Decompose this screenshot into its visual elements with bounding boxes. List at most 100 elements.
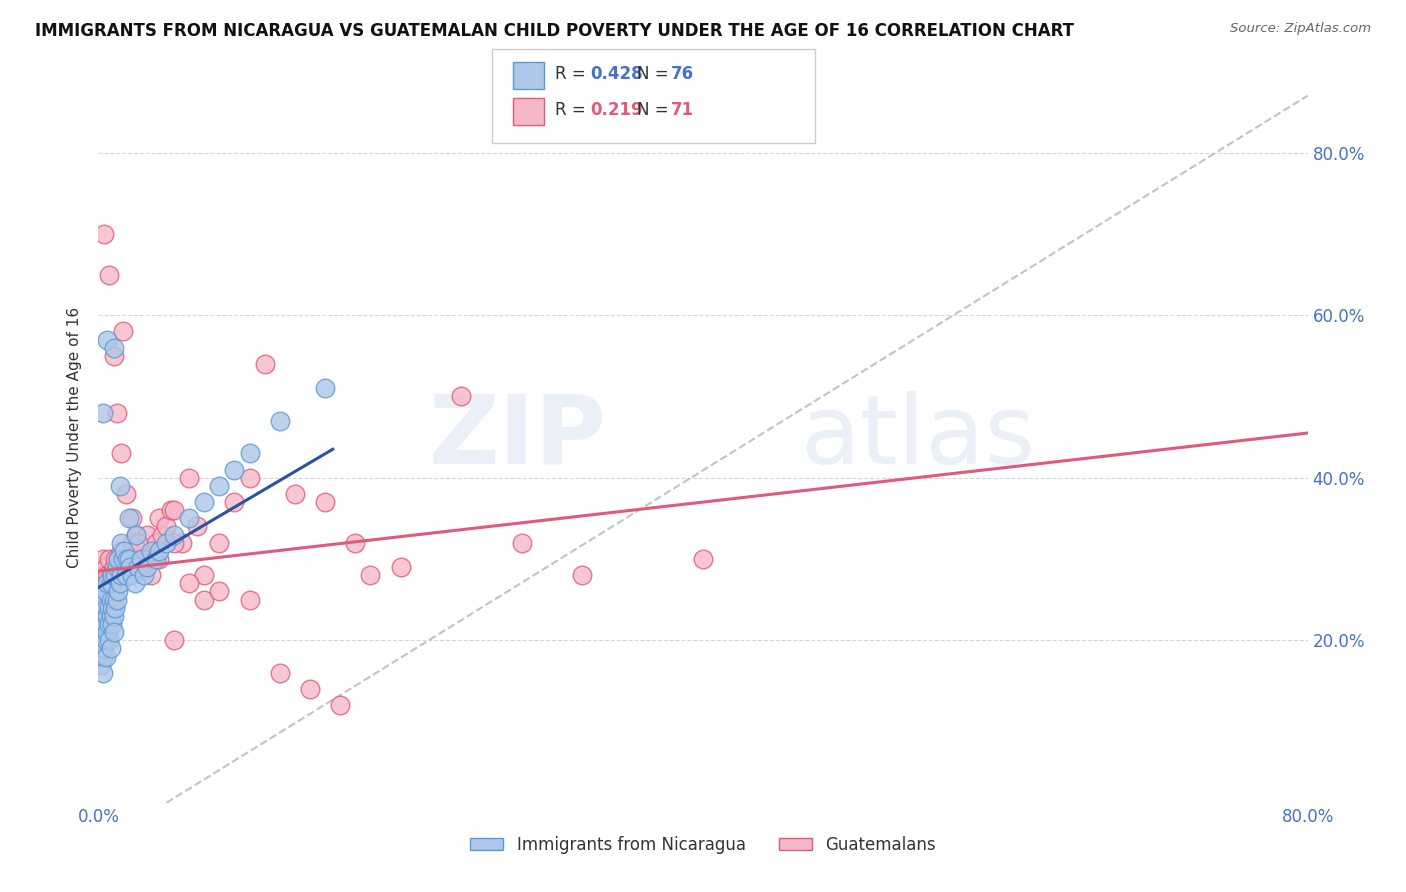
Point	[121, 535, 143, 549]
Point	[98, 617, 121, 632]
Point	[571, 568, 593, 582]
Point	[118, 511, 141, 525]
Point	[118, 568, 141, 582]
Point	[90, 568, 112, 582]
Point	[135, 527, 157, 541]
Point	[111, 552, 134, 566]
Text: Source: ZipAtlas.com: Source: ZipAtlas.com	[1230, 22, 1371, 36]
Point	[96, 625, 118, 640]
Point	[148, 552, 170, 566]
Point	[108, 576, 131, 591]
Point	[155, 519, 177, 533]
Point	[90, 625, 112, 640]
Point	[100, 568, 122, 582]
Point	[94, 576, 117, 591]
Point	[107, 584, 129, 599]
Point	[115, 552, 138, 566]
Point	[110, 446, 132, 460]
Point	[100, 592, 122, 607]
Text: 0.219: 0.219	[591, 101, 643, 119]
Point	[510, 535, 533, 549]
Point	[100, 608, 122, 623]
Point	[284, 487, 307, 501]
Point	[93, 227, 115, 241]
Point	[108, 576, 131, 591]
Text: N =: N =	[637, 101, 673, 119]
Point	[103, 349, 125, 363]
Point	[128, 560, 150, 574]
Point	[141, 568, 163, 582]
Point	[208, 535, 231, 549]
Point	[94, 560, 117, 574]
Point	[224, 462, 246, 476]
Point	[105, 568, 128, 582]
Point	[93, 592, 115, 607]
Point	[239, 471, 262, 485]
Point	[93, 641, 115, 656]
Point	[141, 544, 163, 558]
Point	[163, 535, 186, 549]
Point	[208, 584, 231, 599]
Point	[89, 633, 111, 648]
Point	[148, 511, 170, 525]
Point	[91, 552, 114, 566]
Point	[101, 617, 124, 632]
Point	[101, 600, 124, 615]
Point	[163, 503, 186, 517]
Point	[103, 625, 125, 640]
Legend: Immigrants from Nicaragua, Guatemalans: Immigrants from Nicaragua, Guatemalans	[463, 829, 943, 860]
Point	[93, 625, 115, 640]
Point	[112, 544, 135, 558]
Point	[125, 527, 148, 541]
Point	[344, 535, 367, 549]
Point	[155, 535, 177, 549]
Point	[89, 649, 111, 664]
Point	[239, 446, 262, 460]
Point	[329, 698, 352, 713]
Point	[94, 633, 117, 648]
Point	[91, 633, 114, 648]
Point	[110, 568, 132, 582]
Point	[104, 600, 127, 615]
Point	[141, 552, 163, 566]
Point	[124, 576, 146, 591]
Point	[110, 544, 132, 558]
Point	[96, 333, 118, 347]
Point	[100, 576, 122, 591]
Point	[160, 503, 183, 517]
Text: IMMIGRANTS FROM NICARAGUA VS GUATEMALAN CHILD POVERTY UNDER THE AGE OF 16 CORREL: IMMIGRANTS FROM NICARAGUA VS GUATEMALAN …	[35, 22, 1074, 40]
Point	[114, 552, 136, 566]
Point	[299, 681, 322, 696]
Point	[98, 268, 121, 282]
Point	[101, 568, 124, 582]
Point	[103, 576, 125, 591]
Point	[91, 665, 114, 680]
Point	[118, 552, 141, 566]
Point	[98, 600, 121, 615]
Point	[105, 560, 128, 574]
Point	[125, 527, 148, 541]
Point	[114, 568, 136, 582]
Point	[163, 527, 186, 541]
Point	[108, 479, 131, 493]
Point	[103, 608, 125, 623]
Point	[127, 535, 149, 549]
Point	[360, 568, 382, 582]
Point	[103, 341, 125, 355]
Point	[100, 641, 122, 656]
Y-axis label: Child Poverty Under the Age of 16: Child Poverty Under the Age of 16	[67, 307, 83, 567]
Point	[107, 552, 129, 566]
Point	[91, 600, 114, 615]
Point	[110, 535, 132, 549]
Point	[96, 608, 118, 623]
Text: R =: R =	[555, 101, 592, 119]
Point	[94, 617, 117, 632]
Point	[114, 487, 136, 501]
Point	[692, 552, 714, 566]
Point	[90, 657, 112, 672]
Point	[105, 592, 128, 607]
Point	[91, 649, 114, 664]
Point	[90, 641, 112, 656]
Point	[93, 584, 115, 599]
Point	[127, 560, 149, 574]
